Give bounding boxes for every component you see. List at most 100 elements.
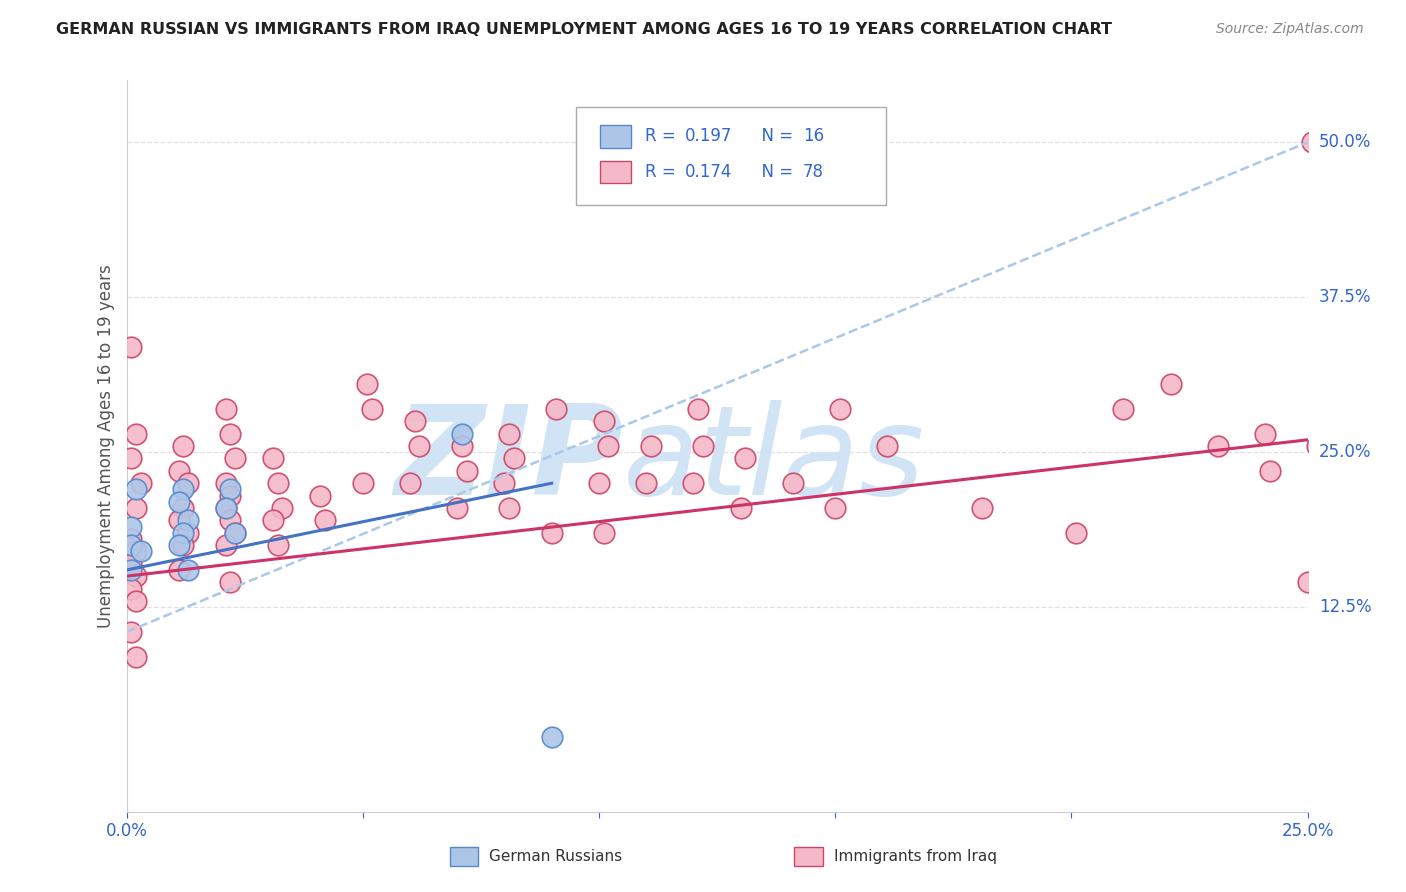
Point — [224, 525, 246, 540]
Point — [224, 525, 246, 540]
Text: 12.5%: 12.5% — [1319, 599, 1371, 616]
Text: 16: 16 — [803, 128, 824, 145]
Point — [120, 538, 142, 552]
Point — [215, 500, 238, 515]
Point — [828, 401, 851, 416]
Point — [219, 575, 242, 590]
Point — [1301, 135, 1323, 149]
Point — [636, 476, 658, 491]
Text: German Russians: German Russians — [489, 849, 623, 863]
Point — [129, 476, 152, 491]
Point — [498, 426, 520, 441]
Point — [120, 582, 142, 596]
Point — [446, 500, 468, 515]
Point — [120, 624, 142, 639]
Text: atlas: atlas — [623, 401, 925, 521]
Point — [494, 476, 516, 491]
Point — [172, 483, 194, 497]
Point — [125, 426, 148, 441]
Text: 37.5%: 37.5% — [1319, 288, 1371, 306]
Point — [1254, 426, 1277, 441]
Point — [451, 439, 474, 453]
Point — [125, 483, 148, 497]
Point — [125, 544, 148, 558]
Text: Immigrants from Iraq: Immigrants from Iraq — [834, 849, 997, 863]
Point — [498, 500, 520, 515]
Point — [970, 500, 993, 515]
Point — [399, 476, 422, 491]
Point — [125, 594, 148, 608]
Point — [167, 513, 190, 527]
Point — [167, 464, 190, 478]
Point — [167, 563, 190, 577]
Y-axis label: Unemployment Among Ages 16 to 19 years: Unemployment Among Ages 16 to 19 years — [97, 264, 115, 628]
Point — [172, 525, 194, 540]
Point — [1064, 525, 1087, 540]
Text: 0.174: 0.174 — [685, 163, 733, 181]
Text: R =: R = — [645, 163, 682, 181]
Point — [361, 401, 384, 416]
Point — [120, 563, 142, 577]
Point — [219, 489, 242, 503]
Point — [540, 525, 562, 540]
Point — [120, 451, 142, 466]
Point — [120, 519, 142, 533]
Point — [120, 340, 142, 354]
Point — [177, 513, 200, 527]
Point — [682, 476, 704, 491]
Point — [172, 439, 194, 453]
Point — [876, 439, 898, 453]
Point — [588, 476, 610, 491]
Point — [262, 513, 284, 527]
Point — [167, 495, 190, 509]
Point — [120, 557, 142, 571]
Point — [1296, 575, 1319, 590]
Point — [177, 563, 200, 577]
Point — [356, 377, 378, 392]
Point — [692, 439, 714, 453]
Point — [125, 569, 148, 583]
Point — [408, 439, 430, 453]
Point — [219, 483, 242, 497]
Text: 78: 78 — [803, 163, 824, 181]
Point — [592, 414, 614, 428]
Point — [1112, 401, 1135, 416]
Point — [167, 538, 190, 552]
Point — [314, 513, 336, 527]
Point — [1160, 377, 1182, 392]
Point — [782, 476, 804, 491]
Point — [730, 500, 752, 515]
Text: 25.0%: 25.0% — [1319, 443, 1371, 461]
Point — [125, 500, 148, 515]
Text: 50.0%: 50.0% — [1319, 133, 1371, 152]
Point — [215, 401, 238, 416]
Text: R =: R = — [645, 128, 682, 145]
Point — [592, 525, 614, 540]
Point — [598, 439, 620, 453]
Point — [734, 451, 756, 466]
Point — [640, 439, 662, 453]
Point — [503, 451, 526, 466]
Text: GERMAN RUSSIAN VS IMMIGRANTS FROM IRAQ UNEMPLOYMENT AMONG AGES 16 TO 19 YEARS CO: GERMAN RUSSIAN VS IMMIGRANTS FROM IRAQ U… — [56, 22, 1112, 37]
Text: N =: N = — [751, 128, 799, 145]
Point — [262, 451, 284, 466]
Point — [456, 464, 478, 478]
Point — [451, 426, 474, 441]
Point — [688, 401, 710, 416]
Point — [271, 500, 294, 515]
Point — [219, 513, 242, 527]
Point — [267, 538, 290, 552]
Point — [1206, 439, 1229, 453]
Point — [172, 500, 194, 515]
Point — [219, 426, 242, 441]
Point — [540, 731, 562, 745]
Text: Source: ZipAtlas.com: Source: ZipAtlas.com — [1216, 22, 1364, 37]
Point — [824, 500, 846, 515]
Point — [129, 544, 152, 558]
Point — [215, 538, 238, 552]
Text: N =: N = — [751, 163, 799, 181]
Point — [404, 414, 426, 428]
Point — [120, 532, 142, 546]
Point — [224, 451, 246, 466]
Point — [1306, 439, 1329, 453]
